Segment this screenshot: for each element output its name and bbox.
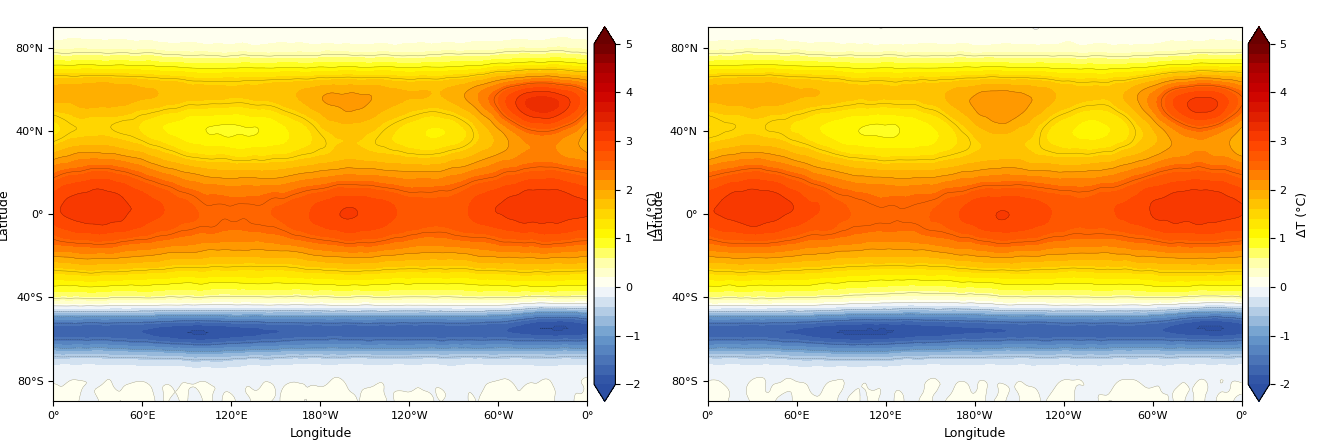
- PathPatch shape: [1248, 384, 1270, 401]
- Y-axis label: ΔT (°C): ΔT (°C): [647, 191, 661, 237]
- PathPatch shape: [1248, 27, 1270, 44]
- X-axis label: Longitude: Longitude: [290, 427, 351, 440]
- Y-axis label: Latitude: Latitude: [0, 188, 11, 240]
- PathPatch shape: [594, 27, 615, 44]
- Y-axis label: Latitude: Latitude: [651, 188, 665, 240]
- X-axis label: Longitude: Longitude: [944, 427, 1005, 440]
- PathPatch shape: [594, 384, 615, 401]
- Y-axis label: ΔT (°C): ΔT (°C): [1296, 191, 1310, 237]
